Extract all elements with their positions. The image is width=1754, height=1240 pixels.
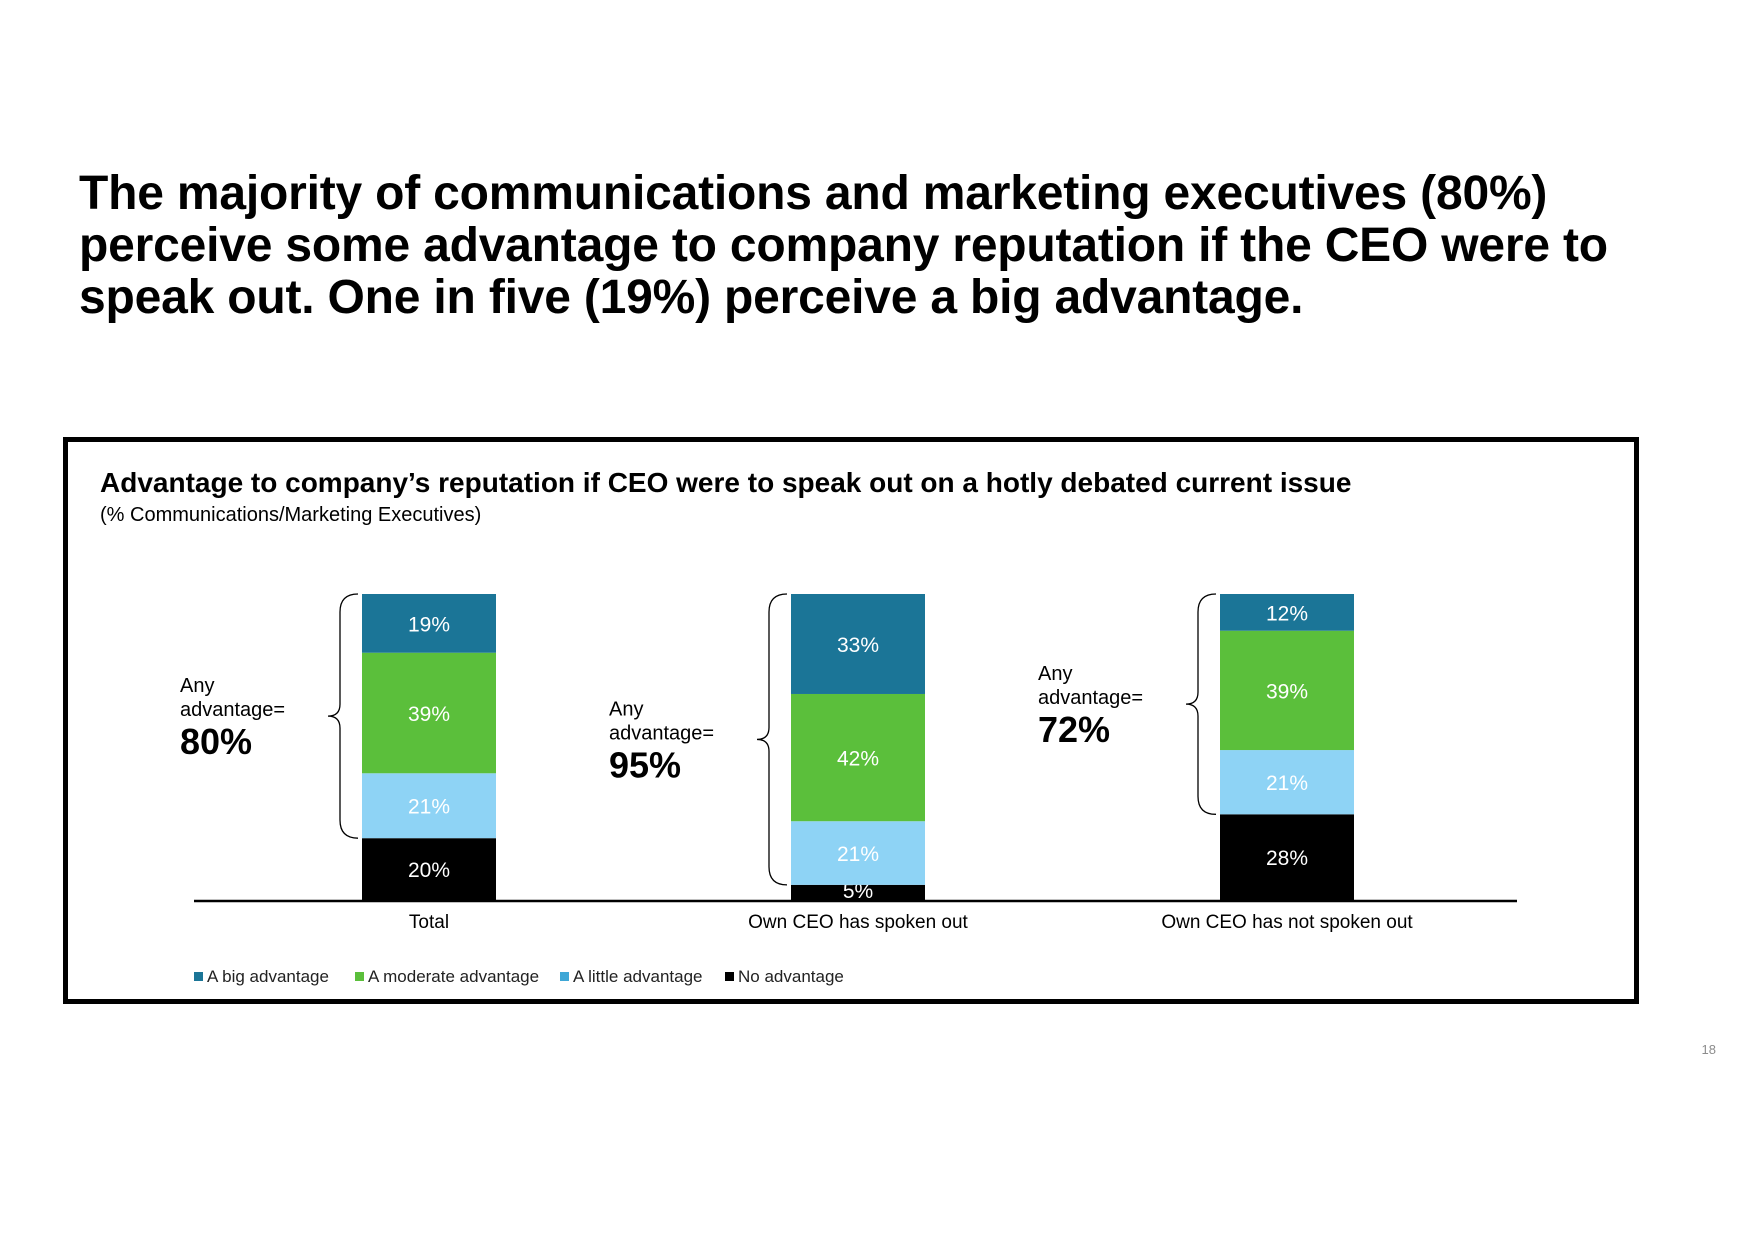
annotation-line2-0: advantage= <box>180 699 285 721</box>
legend-label-moderate: A moderate advantage <box>368 967 539 986</box>
annotation-line2-1: advantage= <box>609 722 714 744</box>
annotation-line1-2: Any <box>1038 663 1072 685</box>
page-headline: The majority of communications and marke… <box>79 167 1608 324</box>
annotation-value-0: 80% <box>180 721 252 762</box>
bar-none-1 <box>791 884 925 900</box>
brace-2 <box>1185 593 1217 815</box>
annotation-line1-1: Any <box>609 698 643 720</box>
bar-none-0 <box>362 838 496 900</box>
category-label-0: Total <box>409 912 449 933</box>
bar-little-1 <box>791 821 925 885</box>
category-label-1: Own CEO has spoken out <box>748 912 968 933</box>
bar-big-2 <box>1220 594 1354 631</box>
data-label-moderate-1: 42% <box>837 748 879 771</box>
data-label-moderate-2: 39% <box>1266 680 1308 703</box>
bar-big-0 <box>362 594 496 653</box>
legend-swatch-little <box>560 972 569 981</box>
legend-swatch-moderate <box>355 972 364 981</box>
bar-big-1 <box>791 594 925 694</box>
bar-moderate-0 <box>362 652 496 774</box>
data-label-little-0: 21% <box>408 796 450 819</box>
bar-moderate-2 <box>1220 630 1354 751</box>
annotation-value-1: 95% <box>609 744 681 785</box>
data-label-little-2: 21% <box>1266 772 1308 795</box>
data-label-little-1: 21% <box>837 843 879 866</box>
data-label-big-0: 19% <box>408 613 450 636</box>
chart-frame <box>63 437 1639 1004</box>
legend-label-little: A little advantage <box>573 967 702 986</box>
legend-label-big: A big advantage <box>207 967 329 986</box>
bar-little-0 <box>362 773 496 839</box>
bar-moderate-1 <box>791 693 925 822</box>
legend-swatch-big <box>194 972 203 981</box>
bar-little-2 <box>1220 750 1354 815</box>
brace-1 <box>756 593 788 886</box>
data-label-big-2: 12% <box>1266 602 1308 625</box>
legend-swatch-none <box>725 972 734 981</box>
data-label-none-1: 5% <box>843 880 873 903</box>
annotation-value-2: 72% <box>1038 709 1110 750</box>
annotation-line2-2: advantage= <box>1038 687 1143 709</box>
chart-title: Advantage to company’s reputation if CEO… <box>100 467 1352 498</box>
data-label-none-0: 20% <box>408 859 450 882</box>
brace-0 <box>327 593 359 839</box>
data-label-moderate-0: 39% <box>408 703 450 726</box>
annotation-line1-0: Any <box>180 675 214 697</box>
data-label-big-1: 33% <box>837 634 879 657</box>
page-number: 18 <box>1701 1042 1716 1057</box>
bar-none-2 <box>1220 814 1354 900</box>
legend-label-none: No advantage <box>738 967 844 986</box>
category-label-2: Own CEO has not spoken out <box>1161 912 1413 933</box>
data-label-none-2: 28% <box>1266 847 1308 870</box>
chart-subtitle: (% Communications/Marketing Executives) <box>100 504 482 526</box>
